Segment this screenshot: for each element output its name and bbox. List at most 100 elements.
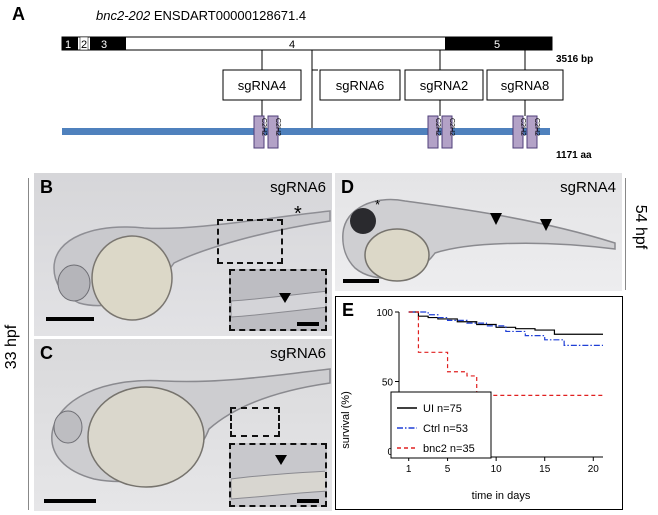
chart-series	[408, 311, 603, 396]
x-tick-label-4: 20	[588, 464, 600, 475]
exon-label-4: 4	[289, 39, 295, 51]
transcript-id: ENSDART00000128671.4	[153, 8, 307, 23]
sgrna2-box	[404, 69, 484, 101]
sgrna6-label: sgRNA6	[336, 78, 384, 93]
panel-c-letter: C	[40, 343, 53, 363]
sgrna6-box	[319, 69, 401, 101]
embryo-c-image	[51, 368, 331, 488]
c2h2-label-6: C2H2	[533, 118, 540, 136]
right-stage-label: 54 hpf	[632, 204, 650, 250]
survival-curve-3	[408, 311, 603, 396]
c2h2-domain-1	[253, 115, 265, 149]
embryo-b-head	[57, 264, 91, 302]
c2h2-domain-2	[267, 115, 279, 149]
c2h2-domain-3	[427, 115, 439, 149]
protein-bar	[62, 128, 550, 135]
panel-b-scalebar	[46, 317, 94, 321]
panel-c-scalebar	[44, 499, 96, 503]
x-tick-label-2: 10	[491, 464, 503, 475]
inset-c-tissue	[231, 470, 325, 500]
legend-box	[390, 391, 492, 459]
sgrna8-label: sgRNA8	[501, 78, 549, 93]
survival-curve-1	[408, 311, 603, 335]
exon-label-1: 1	[65, 39, 71, 51]
survival-curve-2	[408, 311, 603, 346]
panel-e-frame	[335, 296, 623, 510]
exon-1-block	[62, 37, 78, 50]
embryo-c-yolk	[87, 386, 205, 488]
x-tick-label-0: 1	[406, 464, 412, 475]
right-side-rule	[625, 178, 626, 290]
panel-d-micrograph: D sgRNA4 *	[335, 173, 622, 291]
exon-label-3: 3	[101, 39, 107, 51]
panel-d-asterisk: *	[375, 197, 381, 212]
panel-b-inset-arrowhead	[279, 293, 291, 303]
c2h2-label-3: C2H2	[434, 118, 441, 136]
panel-e-letter: E	[342, 300, 355, 320]
panel-d-letter: D	[341, 177, 354, 197]
panel-d-scalebar	[343, 279, 379, 283]
embryo-b-yolk	[91, 235, 173, 321]
chart-ylabel: survival (%)	[340, 391, 352, 448]
panel-b-label: sgRNA6	[270, 179, 326, 196]
c2h2-domain-5	[512, 115, 524, 149]
embryo-d-image	[342, 198, 616, 282]
sgrna2-label: sgRNA2	[420, 78, 468, 93]
panel-b-inset	[229, 269, 327, 331]
y-tick-label-1: 50	[382, 378, 394, 389]
legend-entry-3: bnc2 n=35	[423, 443, 475, 455]
embryo-c-head	[53, 410, 83, 444]
gene-structure-diagram: 1 2 3 4 5 3516 bp sgRNA4 sgRNA6 sgRNA2 s…	[61, 36, 593, 161]
c2h2-label-1: C2H2	[260, 118, 267, 136]
legend-entry-1: UI n=75	[423, 403, 462, 415]
panel-b-letter: B	[40, 177, 53, 197]
transcript-length: 3516 bp	[556, 54, 593, 65]
panel-d-arrowhead-1	[490, 213, 502, 225]
protein-length: 1171 aa	[556, 150, 592, 161]
inset-b-tissue	[231, 290, 325, 318]
c2h2-domain-4	[441, 115, 453, 149]
exon-5-block	[445, 37, 552, 50]
y-tick-label-2: 100	[376, 308, 393, 319]
chart-xlabel: time in days	[472, 490, 531, 502]
c2h2-label-2: C2H2	[274, 118, 281, 136]
exon-3-block	[90, 37, 126, 50]
panel-c-inset	[229, 443, 327, 507]
exon-label-2: 2	[81, 39, 87, 51]
embryo-d-eye	[350, 208, 376, 234]
embryo-d-yolk	[364, 228, 430, 282]
embryo-b-image	[53, 210, 331, 321]
panel-c-zoom-region	[230, 407, 280, 437]
panel-b-zoom-region	[217, 219, 283, 264]
panel-d-label: sgRNA4	[560, 179, 616, 196]
legend-entry-2: Ctrl n=53	[423, 423, 468, 435]
left-side-rule	[28, 178, 29, 510]
c2h2-label-5: C2H2	[519, 118, 526, 136]
sgrna8-box	[486, 69, 564, 101]
transcript-title: bnc2-202 ENSDART00000128671.4	[96, 8, 306, 23]
sgrna4-box	[222, 69, 302, 101]
panel-a-letter: A	[12, 4, 25, 24]
c2h2-label-4: C2H2	[448, 118, 455, 136]
panel-c-inset-image	[231, 455, 325, 503]
panel-b-inset-image	[231, 290, 325, 326]
chart-legend: UI n=75 Ctrl n=53 bnc2 n=35	[390, 391, 492, 459]
exon-2-block	[79, 36, 89, 51]
c2h2-domains: C2H2 C2H2 C2H2 C2H2 C2H2 C2H2	[253, 115, 540, 149]
exon-label-5: 5	[494, 39, 500, 51]
panel-d-arrowhead-2	[540, 219, 552, 231]
panel-b-asterisk: *	[294, 203, 302, 225]
sgrna4-label: sgRNA4	[238, 78, 286, 93]
panel-c-inset-scalebar	[297, 499, 319, 503]
panel-c-inset-arrowhead	[275, 455, 287, 465]
gene-name: bnc2-202	[96, 8, 151, 23]
panel-b-micrograph: B sgRNA6 *	[34, 173, 332, 336]
left-stage-label: 33 hpf	[3, 324, 21, 370]
panel-b-inset-scalebar	[297, 322, 319, 326]
x-tick-label-1: 5	[445, 464, 451, 475]
panel-c-micrograph: C sgRNA6	[34, 339, 332, 511]
x-tick-label-3: 15	[539, 464, 551, 475]
c2h2-domain-6	[526, 115, 538, 149]
